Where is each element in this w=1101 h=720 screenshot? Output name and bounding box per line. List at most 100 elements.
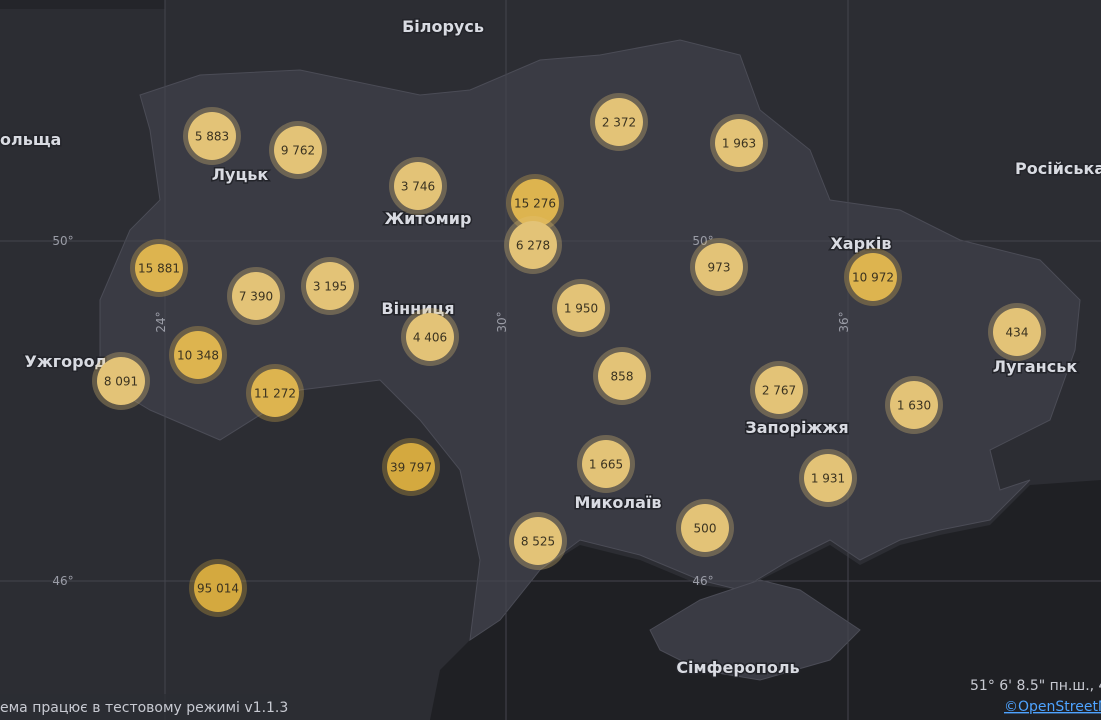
attribution-link[interactable]: ©OpenStreetM	[1004, 699, 1101, 715]
cluster-count: 39 797	[390, 461, 432, 475]
cluster-marker[interactable]: 11 272	[246, 364, 304, 422]
graticule-label: 46°	[692, 574, 713, 588]
cluster-marker[interactable]: 1 931	[799, 449, 857, 507]
graticule-label: 50°	[52, 234, 73, 248]
graticule-label: 30°	[495, 311, 509, 332]
cluster-count: 2 767	[762, 384, 796, 398]
cluster-core	[188, 112, 236, 160]
place-label: Луганськ	[993, 357, 1078, 376]
graticule-label: 50°	[692, 234, 713, 248]
place-label: Харків	[830, 234, 891, 253]
place-label: Російська	[1015, 159, 1101, 178]
cluster-core	[598, 352, 646, 400]
cluster-core	[306, 262, 354, 310]
cluster-marker[interactable]: 3 746	[389, 157, 447, 215]
cluster-marker[interactable]: 9 762	[269, 121, 327, 179]
graticule-label: 36°	[837, 311, 851, 332]
cluster-count: 8 525	[521, 535, 555, 549]
cluster-core	[715, 119, 763, 167]
cluster-marker[interactable]: 973	[690, 238, 748, 296]
coordinates: 51° 6' 8.5" пн.ш., 4	[970, 678, 1101, 694]
cluster-core	[890, 381, 938, 429]
cluster-count: 500	[694, 522, 717, 536]
cluster-core	[135, 244, 183, 292]
place-label: Запоріжжя	[745, 418, 848, 437]
cluster-marker[interactable]: 10 348	[169, 326, 227, 384]
cluster-marker[interactable]: 6 278	[504, 216, 562, 274]
cluster-count: 3 195	[313, 280, 347, 294]
cluster-count: 7 390	[239, 290, 273, 304]
cluster-marker[interactable]: 10 972	[844, 248, 902, 306]
cluster-core	[695, 243, 743, 291]
place-label: Ужгород	[25, 352, 108, 371]
place-label: Білорусь	[402, 17, 484, 36]
cluster-core	[387, 443, 435, 491]
cluster-count: 2 372	[602, 116, 636, 130]
cluster-count: 434	[1006, 326, 1029, 340]
place-label: Луцьк	[212, 165, 269, 184]
place-label: Сімферополь	[676, 658, 799, 677]
cluster-core	[804, 454, 852, 502]
cluster-core	[993, 308, 1041, 356]
place-label: Житомир	[385, 209, 472, 228]
cluster-count: 1 931	[811, 472, 845, 486]
cluster-core	[755, 366, 803, 414]
cluster-marker[interactable]: 1 665	[577, 435, 635, 493]
cluster-count: 5 883	[195, 130, 229, 144]
cluster-core	[849, 253, 897, 301]
cluster-marker[interactable]: 2 372	[590, 93, 648, 151]
cluster-marker[interactable]: 8 525	[509, 512, 567, 570]
crimea	[649, 579, 861, 681]
cluster-core	[97, 357, 145, 405]
cluster-marker[interactable]: 2 767	[750, 361, 808, 419]
panel-edge	[0, 0, 165, 9]
cluster-core	[557, 284, 605, 332]
cluster-marker[interactable]: 7 390	[227, 267, 285, 325]
place-label: Вінниця	[381, 299, 454, 318]
cluster-count: 4 406	[413, 331, 447, 345]
cluster-marker[interactable]: 434	[988, 303, 1046, 361]
cluster-core	[509, 221, 557, 269]
cluster-marker[interactable]: 5 883	[183, 107, 241, 165]
cluster-core	[406, 313, 454, 361]
cluster-count: 9 762	[281, 144, 315, 158]
place-label: Миколаїв	[574, 493, 661, 512]
cluster-count: 973	[708, 261, 731, 275]
cluster-core	[514, 517, 562, 565]
cluster-marker[interactable]: 39 797	[382, 438, 440, 496]
cluster-count: 11 272	[254, 387, 296, 401]
cluster-marker[interactable]: 15 276	[506, 174, 564, 232]
cluster-marker[interactable]: 95 014	[189, 559, 247, 617]
cluster-marker[interactable]: 1 963	[710, 114, 768, 172]
cluster-marker[interactable]: 1 950	[552, 279, 610, 337]
cluster-core	[232, 272, 280, 320]
graticule-label: 46°	[52, 574, 73, 588]
cluster-count: 1 963	[722, 137, 756, 151]
cluster-marker[interactable]: 1 630	[885, 376, 943, 434]
cluster-count: 1 665	[589, 458, 623, 472]
cluster-marker[interactable]: 500	[676, 499, 734, 557]
cluster-core	[194, 564, 242, 612]
cluster-count: 3 746	[401, 180, 435, 194]
status-text: ема працює в тестовому режимі v1.1.3	[0, 700, 288, 716]
cluster-count: 858	[611, 370, 634, 384]
cluster-count: 15 276	[514, 197, 556, 211]
cluster-count: 15 881	[138, 262, 180, 276]
cluster-core	[174, 331, 222, 379]
cluster-marker[interactable]: 3 195	[301, 257, 359, 315]
cluster-marker[interactable]: 858	[593, 347, 651, 405]
cluster-core	[595, 98, 643, 146]
cluster-count: 1 630	[897, 399, 931, 413]
cluster-core	[394, 162, 442, 210]
cluster-marker[interactable]: 15 881	[130, 239, 188, 297]
graticule-label: 24°	[154, 311, 168, 332]
cluster-count: 10 972	[852, 271, 894, 285]
cluster-core	[511, 179, 559, 227]
footer-bg	[0, 694, 290, 720]
cluster-core	[582, 440, 630, 488]
cluster-count: 10 348	[177, 349, 219, 363]
cluster-marker[interactable]: 8 091	[92, 352, 150, 410]
cluster-marker[interactable]: 4 406	[401, 308, 459, 366]
place-label: ольща	[0, 130, 61, 149]
